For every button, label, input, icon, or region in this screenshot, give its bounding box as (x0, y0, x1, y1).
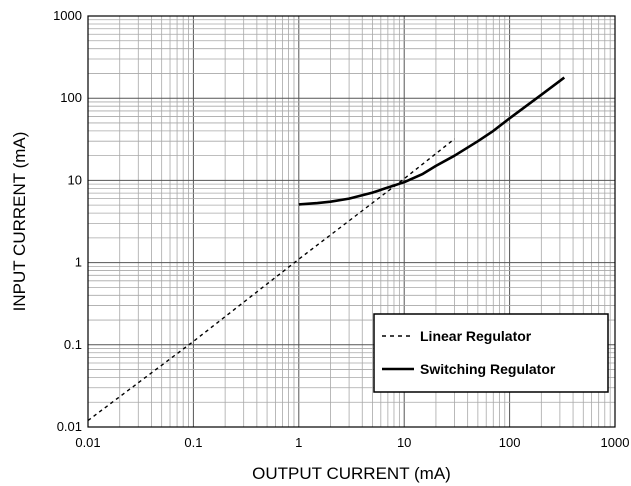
y-axis-label: INPUT CURRENT (mA) (10, 132, 29, 312)
y-tick-label: 100 (60, 90, 82, 105)
y-tick-label: 1 (75, 255, 82, 270)
x-tick-label: 100 (499, 435, 521, 450)
x-tick-label: 0.01 (75, 435, 100, 450)
x-axis-label: OUTPUT CURRENT (mA) (252, 464, 451, 483)
x-tick-label: 1 (295, 435, 302, 450)
y-tick-label: 10 (68, 172, 82, 187)
legend-label-linear-regulator: Linear Regulator (420, 328, 532, 344)
y-tick-label: 0.1 (64, 337, 82, 352)
x-tick-label: 10 (397, 435, 411, 450)
y-tick-label: 1000 (53, 8, 82, 23)
y-tick-label: 0.01 (57, 419, 82, 434)
legend-box (374, 314, 608, 392)
x-tick-label: 1000 (601, 435, 630, 450)
legend: Linear Regulator Switching Regulator (374, 314, 608, 392)
x-tick-label: 0.1 (184, 435, 202, 450)
legend-label-switching-regulator: Switching Regulator (420, 361, 556, 377)
